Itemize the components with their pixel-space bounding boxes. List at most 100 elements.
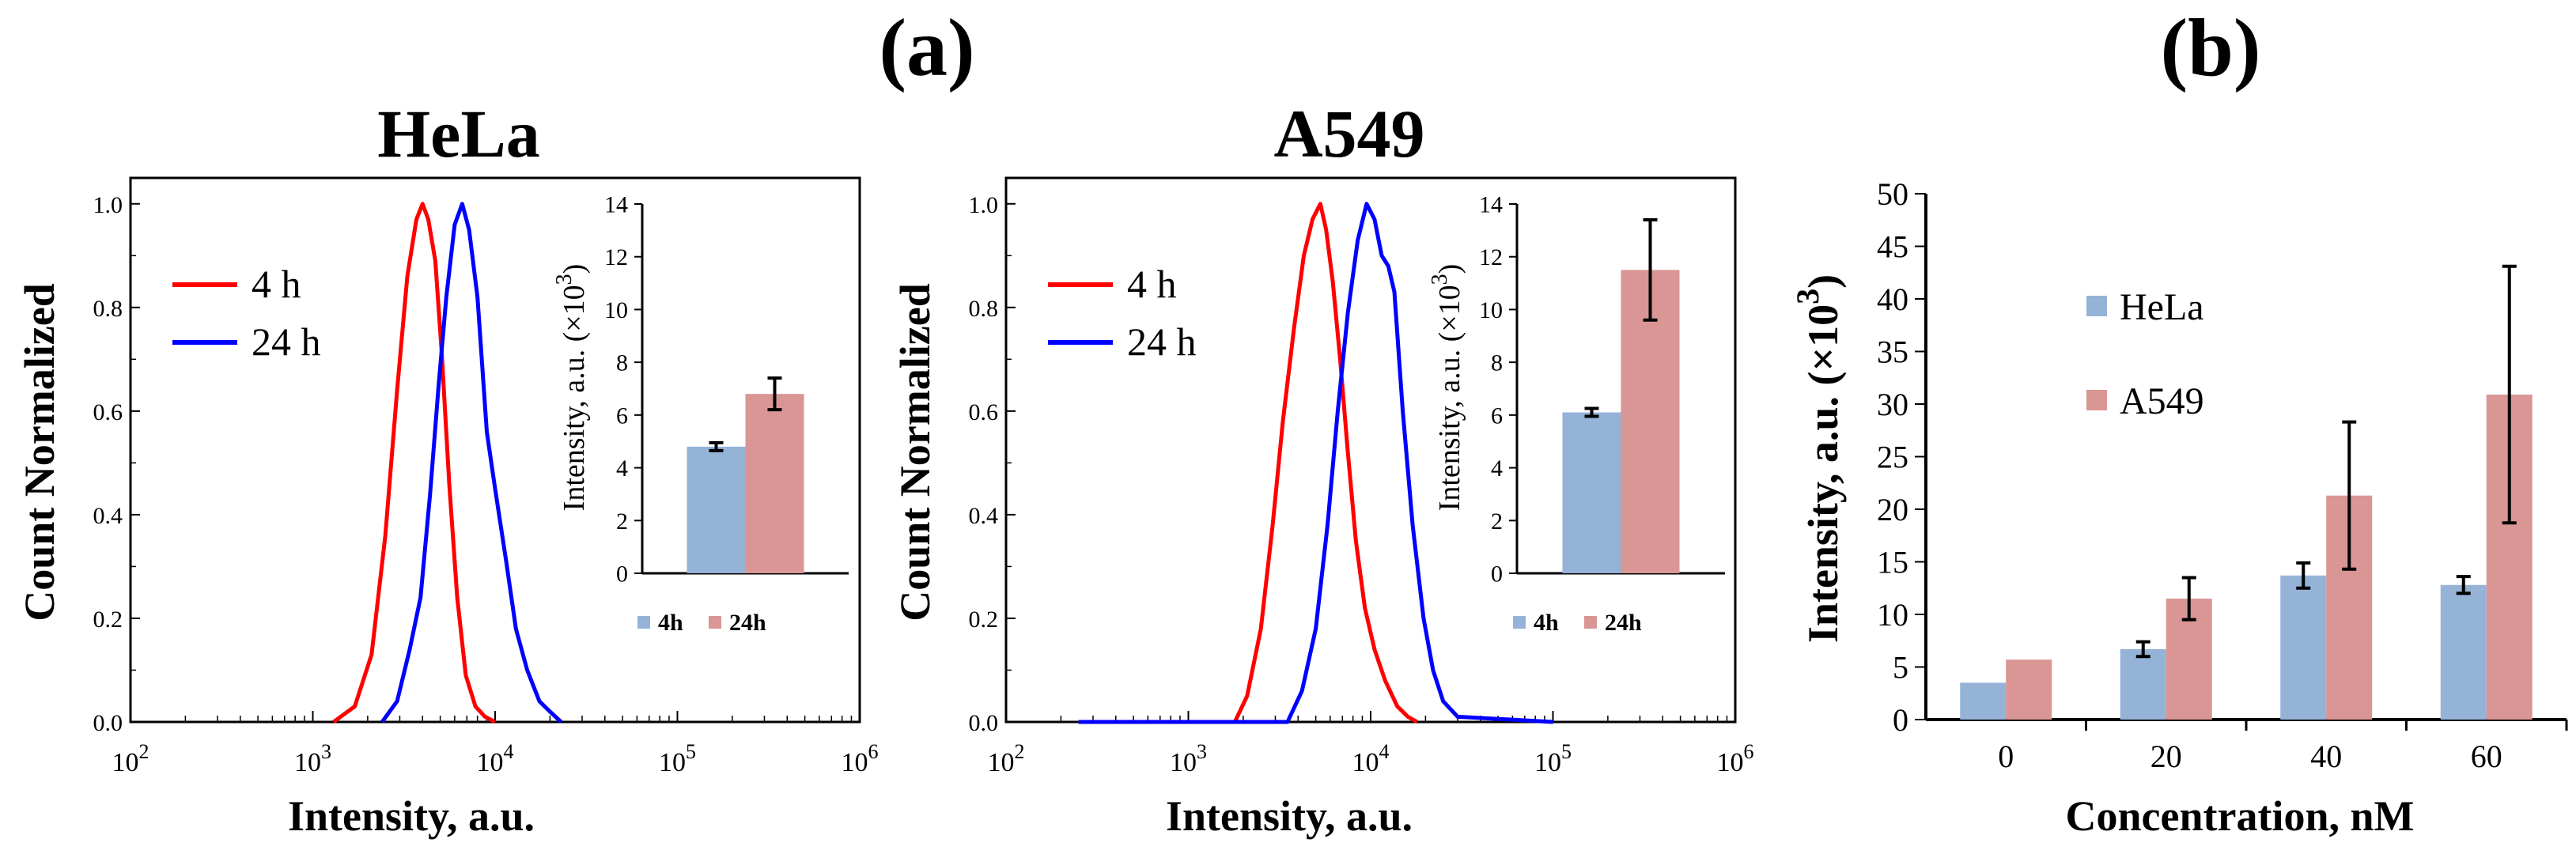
a549-inset-y-tick-label: 6: [1491, 402, 1503, 429]
conc-bar-hela-60: [2440, 584, 2487, 720]
hela-y-tick-label: 0.4: [93, 503, 123, 529]
conc-bar-hela-0: [1960, 682, 2007, 720]
a549-inset-y-tick-label: 0: [1491, 561, 1503, 588]
conc-y-tick-label: 50: [1877, 176, 1908, 212]
hela-inset-y-tick-label: 0: [616, 561, 628, 588]
hela-inset-legend-swatch-4h: [637, 616, 650, 629]
a549-inset-bars: [1562, 218, 1680, 573]
conc-x-tick-label: 60: [2471, 739, 2502, 774]
hela-y-tick-label: 0.0: [93, 710, 123, 736]
conc-y-title-exp: 3: [1790, 289, 1825, 304]
a549-series-group: [1078, 202, 1553, 724]
hela-x-tick-label: 103: [294, 740, 331, 777]
a549-y-tick-label: 0.4: [969, 503, 999, 529]
conc-x-tick-label: 20: [2150, 739, 2182, 774]
hela-inset-legend-label-24h: 24h: [729, 610, 766, 636]
a549-x-tick-label: 102: [988, 740, 1025, 777]
conc-y-tick-label: 0: [1893, 702, 1908, 738]
hela-series-line-4h: [332, 202, 497, 724]
hela-x-tick-label: 104: [477, 740, 514, 777]
conc-legend-swatch-a549: [2086, 390, 2107, 410]
a549-x-tick-group: 102 103 104 105 106: [988, 711, 1754, 777]
a549-inset-y-title-exp: 3: [1428, 274, 1452, 285]
a549-y-tick-label: 0.6: [969, 399, 999, 425]
a549-y-tick-label: 0.2: [969, 606, 999, 633]
a549-x-tick-label: 105: [1534, 740, 1572, 777]
conc-y-tick-label: 10: [1877, 597, 1908, 633]
hela-inset-bars: [687, 376, 804, 573]
hela-inset-bar-chart: 0 2 4 6 8 10 12 14 Intensity, a.u. (×103) 4h 24…: [552, 192, 849, 636]
hela-inset-legend-swatch-24h: [709, 616, 721, 629]
hela-inset-y-tick-group: 0 2 4 6 8 10 12 14: [604, 192, 642, 588]
a549-inset-y-tick-group: 0 2 4 6 8 10 12 14: [1479, 192, 1517, 588]
conc-bar-hela-40: [2280, 575, 2327, 720]
a549-x-tick-label: 104: [1352, 740, 1390, 777]
hela-legend-label-4h: 4 h: [252, 262, 301, 306]
a549-y-tick-group: 0.0 0.2 0.4 0.6 0.8 1.0: [969, 192, 1016, 736]
a549-series-line-24h: [1078, 202, 1553, 724]
conc-x-tick-group: 0 20 40 60: [1998, 720, 2568, 774]
a549-inset-y-axis-title: Intensity, a.u. (×103): [1428, 264, 1466, 512]
a549-inset-legend-label-24h: 24h: [1605, 610, 1642, 636]
hela-y-tick-label: 0.6: [93, 399, 123, 425]
a549-inset-y-tick-label: 4: [1491, 455, 1503, 482]
hela-inset-y-title-exp: 3: [552, 274, 577, 285]
a549-inset-y-title-close: ): [1433, 264, 1466, 274]
conc-y-title-main: Intensity, a.u. (×10: [1799, 304, 1847, 643]
conc-x-tick-label: 40: [2310, 739, 2342, 774]
hela-inset-bar-24h-HeLa: [745, 394, 804, 573]
hela-y-tick-label: 0.8: [93, 296, 123, 322]
hela-x-axis-title: Intensity, a.u.: [288, 792, 535, 840]
hela-inset-legend: 4h 24h: [637, 610, 766, 636]
hela-inset-y-tick-label: 6: [616, 402, 628, 429]
conc-y-tick-label: 40: [1877, 282, 1908, 317]
a549-inset-y-title-main: Intensity, a.u. (×10: [1433, 285, 1466, 511]
hela-inset-bar-4h-HeLa: [687, 446, 746, 573]
hela-inset-y-title-main: Intensity, a.u. (×10: [558, 285, 591, 511]
a549-inset-y-tick-label: 8: [1491, 350, 1503, 376]
a549-y-tick-label: 0.0: [969, 710, 999, 736]
hela-inset-y-tick-label: 2: [616, 508, 628, 535]
a549-inset-y-tick-label: 10: [1479, 297, 1503, 323]
a549-inset-y-tick-label: 2: [1491, 508, 1503, 535]
hela-series-group: [332, 202, 563, 724]
conc-bars: [1960, 264, 2532, 720]
hela-x-tick-label: 102: [112, 740, 149, 777]
hela-histogram: HeLa 102 103 104 105 106 0.00.20.40.60.81.0 …: [16, 96, 879, 840]
hela-x-tick-label: 106: [842, 740, 879, 777]
conc-y-axis-title: Intensity, a.u. (×103): [1790, 274, 1847, 643]
a549-legend-label-24h: 24 h: [1127, 319, 1197, 364]
hela-y-axis-title: Count Normalized: [16, 283, 63, 621]
a549-inset-bar-chart: 0 2 4 6 8 10 12 14 Intensity, a.u. (×103) 4h 24…: [1428, 192, 1725, 636]
conc-x-tick-label: 0: [1998, 739, 2014, 774]
panel-b-label: (b): [2160, 2, 2260, 93]
a549-inset-legend-label-4h: 4h: [1534, 610, 1559, 636]
conc-y-tick-label: 25: [1877, 440, 1908, 475]
hela-inset-y-tick-label: 8: [616, 350, 628, 376]
hela-y-tick-label: 1.0: [93, 192, 123, 218]
hela-title: HeLa: [377, 96, 539, 172]
a549-x-tick-label: 106: [1717, 740, 1754, 777]
hela-inset-y-tick-label: 12: [604, 244, 628, 270]
a549-inset-bar-4h-A549: [1562, 412, 1621, 573]
concentration-bar-chart: 0 5 10 15 20 25 30 35 40 45 50 0 20 40 60 Concentrati…: [1790, 176, 2568, 840]
hela-inset-y-title-close: ): [558, 264, 591, 274]
conc-y-tick-label: 5: [1893, 650, 1908, 686]
a549-inset-legend: 4h 24h: [1513, 610, 1642, 636]
conc-bar-a549-0: [2006, 659, 2052, 720]
hela-legend-label-24h: 24 h: [252, 319, 321, 364]
a549-y-tick-label: 1.0: [969, 192, 999, 218]
panel-a-label: (a): [879, 2, 974, 93]
a549-legend-label-4h: 4 h: [1127, 262, 1177, 306]
a549-y-axis-title: Count Normalized: [891, 283, 939, 621]
conc-y-tick-label: 45: [1877, 229, 1908, 265]
a549-inset-y-tick-label: 12: [1479, 244, 1503, 270]
hela-y-tick-group: 0.0 0.2 0.4 0.6 0.8 1.0: [93, 192, 140, 736]
conc-x-axis-title: Concentration, nM: [2066, 792, 2415, 840]
conc-y-title-close: ): [1799, 274, 1847, 289]
a549-histogram: A549 102 103 104 105 106 0.00.20.40.60.81.0 …: [891, 96, 1754, 840]
a549-inset-y-tick-label: 14: [1479, 192, 1503, 218]
hela-inset-y-tick-label: 4: [616, 455, 628, 482]
hela-x-tick-group: 102 103 104 105 106: [112, 711, 879, 777]
